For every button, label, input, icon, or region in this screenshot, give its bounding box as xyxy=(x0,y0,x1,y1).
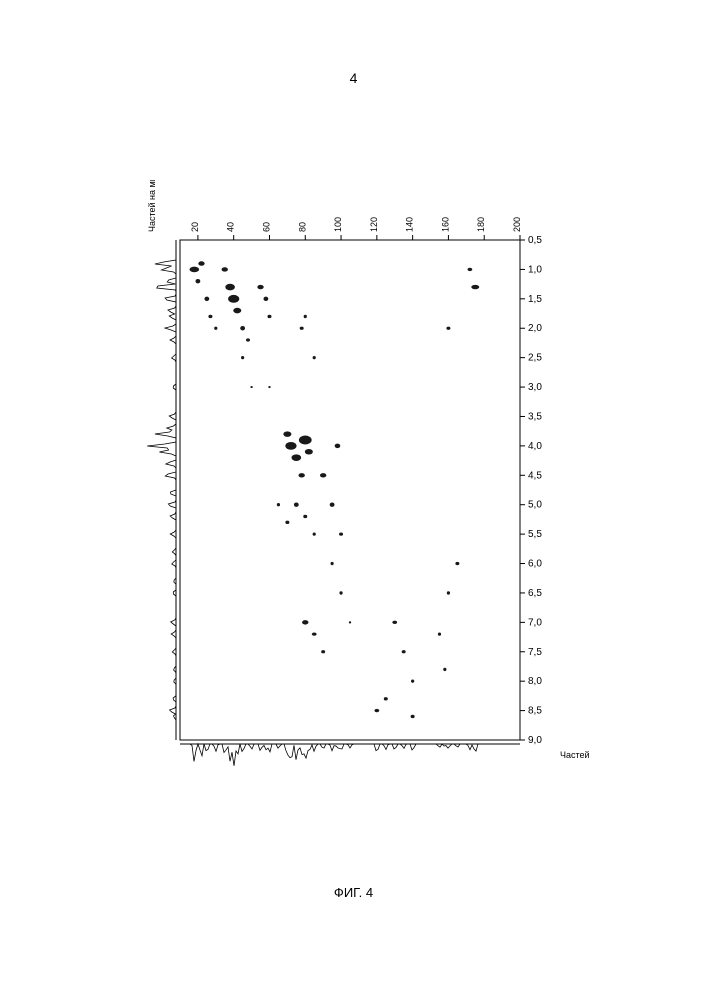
svg-text:1,5: 1,5 xyxy=(528,294,542,305)
svg-text:1,0: 1,0 xyxy=(528,264,542,275)
svg-text:2,0: 2,0 xyxy=(528,323,542,334)
svg-text:80: 80 xyxy=(297,222,307,232)
svg-text:8,5: 8,5 xyxy=(528,706,542,717)
svg-text:7,5: 7,5 xyxy=(528,647,542,658)
svg-text:8,0: 8,0 xyxy=(528,676,542,687)
svg-text:40: 40 xyxy=(226,222,236,232)
svg-text:6,5: 6,5 xyxy=(528,588,542,599)
nmr-2d-chart: 9,0 8,5 8,0 7,5 7,0 6,5 6,0 5,5 5,0 4,5 4,0 3,5 3,0 2… xyxy=(110,180,590,820)
svg-text:120: 120 xyxy=(369,217,379,232)
svg-text:60: 60 xyxy=(261,222,271,232)
svg-text:5,5: 5,5 xyxy=(528,529,542,540)
x-axis-label: Частей на миллион xyxy=(560,750,590,760)
svg-text:6,0: 6,0 xyxy=(528,559,542,570)
svg-text:200: 200 xyxy=(512,217,522,232)
svg-text:9,0: 9,0 xyxy=(528,735,542,746)
y-axis-label: Частей на миллион xyxy=(147,180,157,232)
chart-svg: 9,0 8,5 8,0 7,5 7,0 6,5 6,0 5,5 5,0 4,5 4,0 3,5 3,0 2… xyxy=(110,180,590,820)
svg-text:4,0: 4,0 xyxy=(528,441,542,452)
svg-text:0,5: 0,5 xyxy=(528,235,542,246)
svg-text:160: 160 xyxy=(440,217,450,232)
page-number: 4 xyxy=(350,70,358,86)
svg-text:3,5: 3,5 xyxy=(528,411,542,422)
svg-text:7,0: 7,0 xyxy=(528,617,542,628)
figure-caption: ФИГ. 4 xyxy=(334,885,373,900)
svg-text:180: 180 xyxy=(476,217,486,232)
svg-text:3,0: 3,0 xyxy=(528,382,542,393)
svg-text:5,0: 5,0 xyxy=(528,500,542,511)
svg-text:20: 20 xyxy=(190,222,200,232)
svg-text:100: 100 xyxy=(333,217,343,232)
svg-text:2,5: 2,5 xyxy=(528,353,542,364)
svg-text:140: 140 xyxy=(405,217,415,232)
svg-text:4,5: 4,5 xyxy=(528,470,542,481)
